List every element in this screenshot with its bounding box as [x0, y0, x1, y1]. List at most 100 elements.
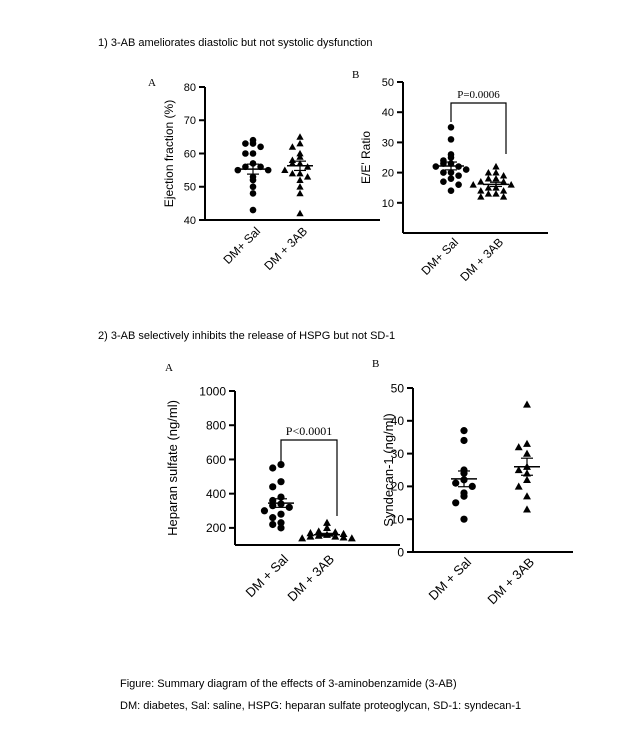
significance-bracket — [450, 102, 507, 154]
data-point-circle — [249, 190, 257, 197]
data-point-triangle — [288, 143, 297, 150]
data-point-triangle — [484, 175, 493, 182]
data-point-circle — [234, 166, 242, 174]
data-point-circle — [447, 169, 455, 176]
x-category-label: DM + 3AB — [261, 224, 310, 273]
y-tick-label: 400 — [206, 487, 226, 501]
y-tick-label: 0 — [397, 545, 404, 559]
figure-caption: Figure: Summary diagram of the effects o… — [120, 678, 457, 690]
data-point-triangle — [314, 527, 323, 535]
syndecan-1-chart: 0 10 20 30 40 50 Syndecan-1 (ng/ml) DM + Sal DM … — [381, 381, 573, 607]
data-point-triangle — [514, 482, 523, 490]
data-point-circle — [277, 460, 285, 469]
data-point-circle — [277, 478, 285, 486]
x-category-label: DM + 3AB — [457, 235, 506, 284]
y-tick-label: 600 — [206, 453, 226, 467]
y-tick-label: 20 — [382, 168, 394, 180]
data-point-circle — [460, 492, 468, 500]
heparan-sulfate-chart: 200 400 600 800 1000 Heparan sulfate (ng/ml) D… — [165, 384, 400, 604]
data-point-circle — [277, 510, 285, 518]
panel-1b-letter: B — [352, 69, 360, 81]
data-point-circle — [447, 175, 455, 182]
data-point-triangle — [477, 178, 485, 185]
data-point-triangle — [331, 532, 340, 540]
data-point-triangle — [339, 533, 348, 541]
data-point-triangle — [492, 184, 500, 191]
y-tick-label: 60 — [184, 148, 196, 160]
data-point-circle — [269, 483, 277, 491]
data-point-triangle — [347, 534, 356, 542]
y-tick-label: 20 — [391, 480, 405, 494]
data-point-circle — [452, 499, 460, 507]
ejection-fraction-chart: 40 50 60 70 80 Ejection fraction (%) DM+ SalDM… — [162, 82, 380, 273]
data-point-triangle — [281, 166, 289, 174]
data-point-circle — [249, 206, 257, 214]
data-point-triangle — [523, 475, 531, 484]
data-point-circle — [468, 482, 476, 490]
data-point-circle — [269, 502, 277, 510]
data-point-triangle — [323, 523, 331, 532]
y-tick-label: 50 — [391, 381, 405, 395]
data-point-triangle — [492, 168, 500, 176]
y-tick-label: 40 — [184, 215, 196, 227]
y-tick-label: 70 — [184, 115, 196, 127]
data-point-circle — [285, 503, 293, 511]
y-tick-label: 1000 — [199, 384, 226, 398]
data-point-triangle — [499, 171, 508, 179]
data-point-triangle — [296, 209, 304, 217]
data-point-triangle — [484, 168, 493, 176]
y-tick-label: 50 — [184, 182, 196, 194]
data-point-triangle — [499, 187, 508, 194]
y-tick-label: 80 — [184, 82, 196, 94]
data-point-circle — [257, 143, 264, 151]
y-tick-label: 50 — [382, 77, 394, 89]
significance-bracket — [280, 439, 338, 516]
data-point-circle — [260, 507, 269, 515]
data-point-triangle — [499, 193, 508, 200]
panel-2a-letter: A — [165, 362, 173, 374]
y-tick-label: 30 — [391, 447, 405, 461]
data-point-triangle — [477, 193, 485, 200]
data-point-circle — [440, 178, 447, 185]
data-point-triangle — [492, 162, 500, 170]
data-point-circle — [269, 514, 277, 522]
data-point-triangle — [296, 149, 304, 157]
data-point-circle — [269, 496, 277, 505]
y-tick-label: 10 — [391, 513, 405, 527]
data-point-triangle — [507, 181, 515, 188]
data-point-triangle — [523, 492, 531, 500]
data-point-triangle — [484, 190, 493, 197]
data-point-triangle — [514, 466, 523, 474]
y-tick-label: 800 — [206, 419, 226, 433]
data-point-triangle — [296, 183, 304, 190]
data-point-circle — [440, 169, 447, 176]
y-tick-label: 200 — [206, 521, 226, 535]
y-axis-label: Syndecan-1 (ng/ml) — [381, 413, 396, 526]
section-2-heading: 2) 3-AB selectively inhibits the release… — [98, 330, 396, 342]
data-point-circle — [242, 150, 249, 157]
data-point-circle — [242, 140, 249, 147]
data-point-circle — [447, 187, 455, 195]
data-point-triangle — [492, 175, 500, 182]
data-point-triangle — [477, 187, 485, 194]
p-value-label: P=0.0006 — [457, 89, 500, 101]
y-tick-label: 40 — [391, 414, 405, 428]
data-point-circle — [462, 166, 470, 173]
data-point-triangle — [303, 173, 312, 180]
data-point-triangle — [296, 153, 304, 160]
data-point-triangle — [523, 505, 531, 513]
data-point-circle — [277, 524, 285, 532]
section-1-heading: 1) 3-AB ameliorates diastolic but not sy… — [98, 37, 373, 49]
data-point-triangle — [296, 133, 304, 140]
data-point-triangle — [288, 159, 297, 167]
data-point-triangle — [523, 439, 531, 447]
data-point-triangle — [296, 189, 304, 197]
data-point-triangle — [296, 139, 304, 147]
data-point-circle — [452, 479, 460, 487]
data-point-circle — [455, 181, 462, 188]
data-point-triangle — [296, 169, 304, 177]
data-point-circle — [460, 427, 468, 435]
data-point-triangle — [492, 190, 500, 197]
